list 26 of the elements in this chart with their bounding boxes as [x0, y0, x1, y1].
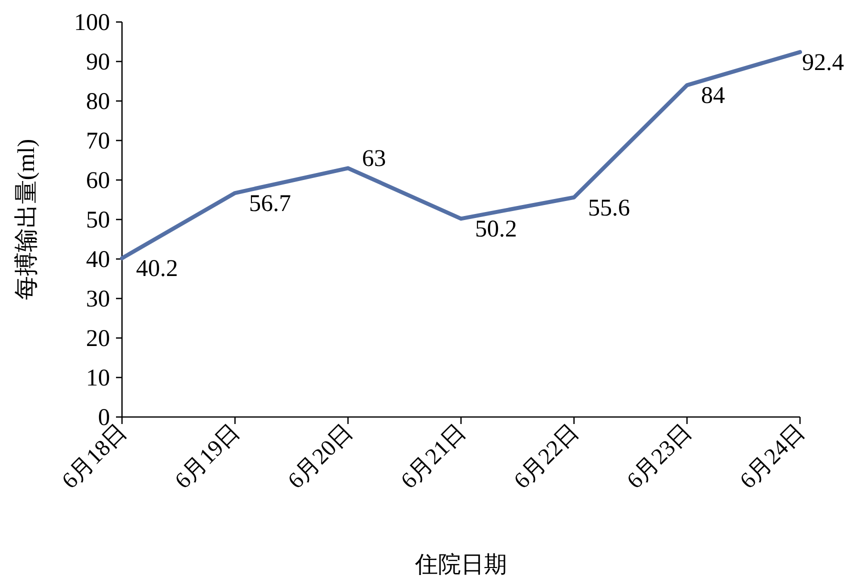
data-label: 50.2 [475, 216, 517, 243]
y-tick-label: 30 [86, 286, 110, 312]
y-tick-label: 40 [86, 247, 110, 273]
data-label: 63 [362, 146, 386, 172]
data-label: 92.4 [802, 50, 844, 76]
y-tick-label: 90 [86, 50, 110, 76]
data-label: 56.7 [249, 191, 291, 218]
x-tick-label: 6月22日 [508, 418, 584, 494]
y-tick-label: 80 [86, 89, 110, 115]
data-label: 40.2 [136, 256, 178, 282]
x-tick-label: 6月19日 [170, 418, 245, 494]
y-tick-label: 60 [86, 168, 110, 194]
y-tick-label: 50 [86, 208, 110, 234]
x-tick-label: 6月21日 [396, 418, 471, 494]
data-label: 55.6 [588, 195, 630, 222]
x-tick-label: 6月23日 [622, 418, 697, 494]
y-axis-title: 每搏输出量(ml) [13, 138, 40, 300]
line-series [120, 50, 802, 260]
x-axis-title: 住院日期 [414, 552, 507, 577]
x-tick-label: 6月20日 [282, 418, 358, 494]
x-tick-label: 6月24日 [734, 418, 810, 494]
y-tick-label: 10 [86, 366, 110, 392]
data-label: 84 [701, 83, 725, 110]
y-tick-label: 70 [86, 128, 110, 154]
y-tick-label: 100 [74, 10, 110, 36]
y-tick-label: 20 [86, 326, 110, 352]
